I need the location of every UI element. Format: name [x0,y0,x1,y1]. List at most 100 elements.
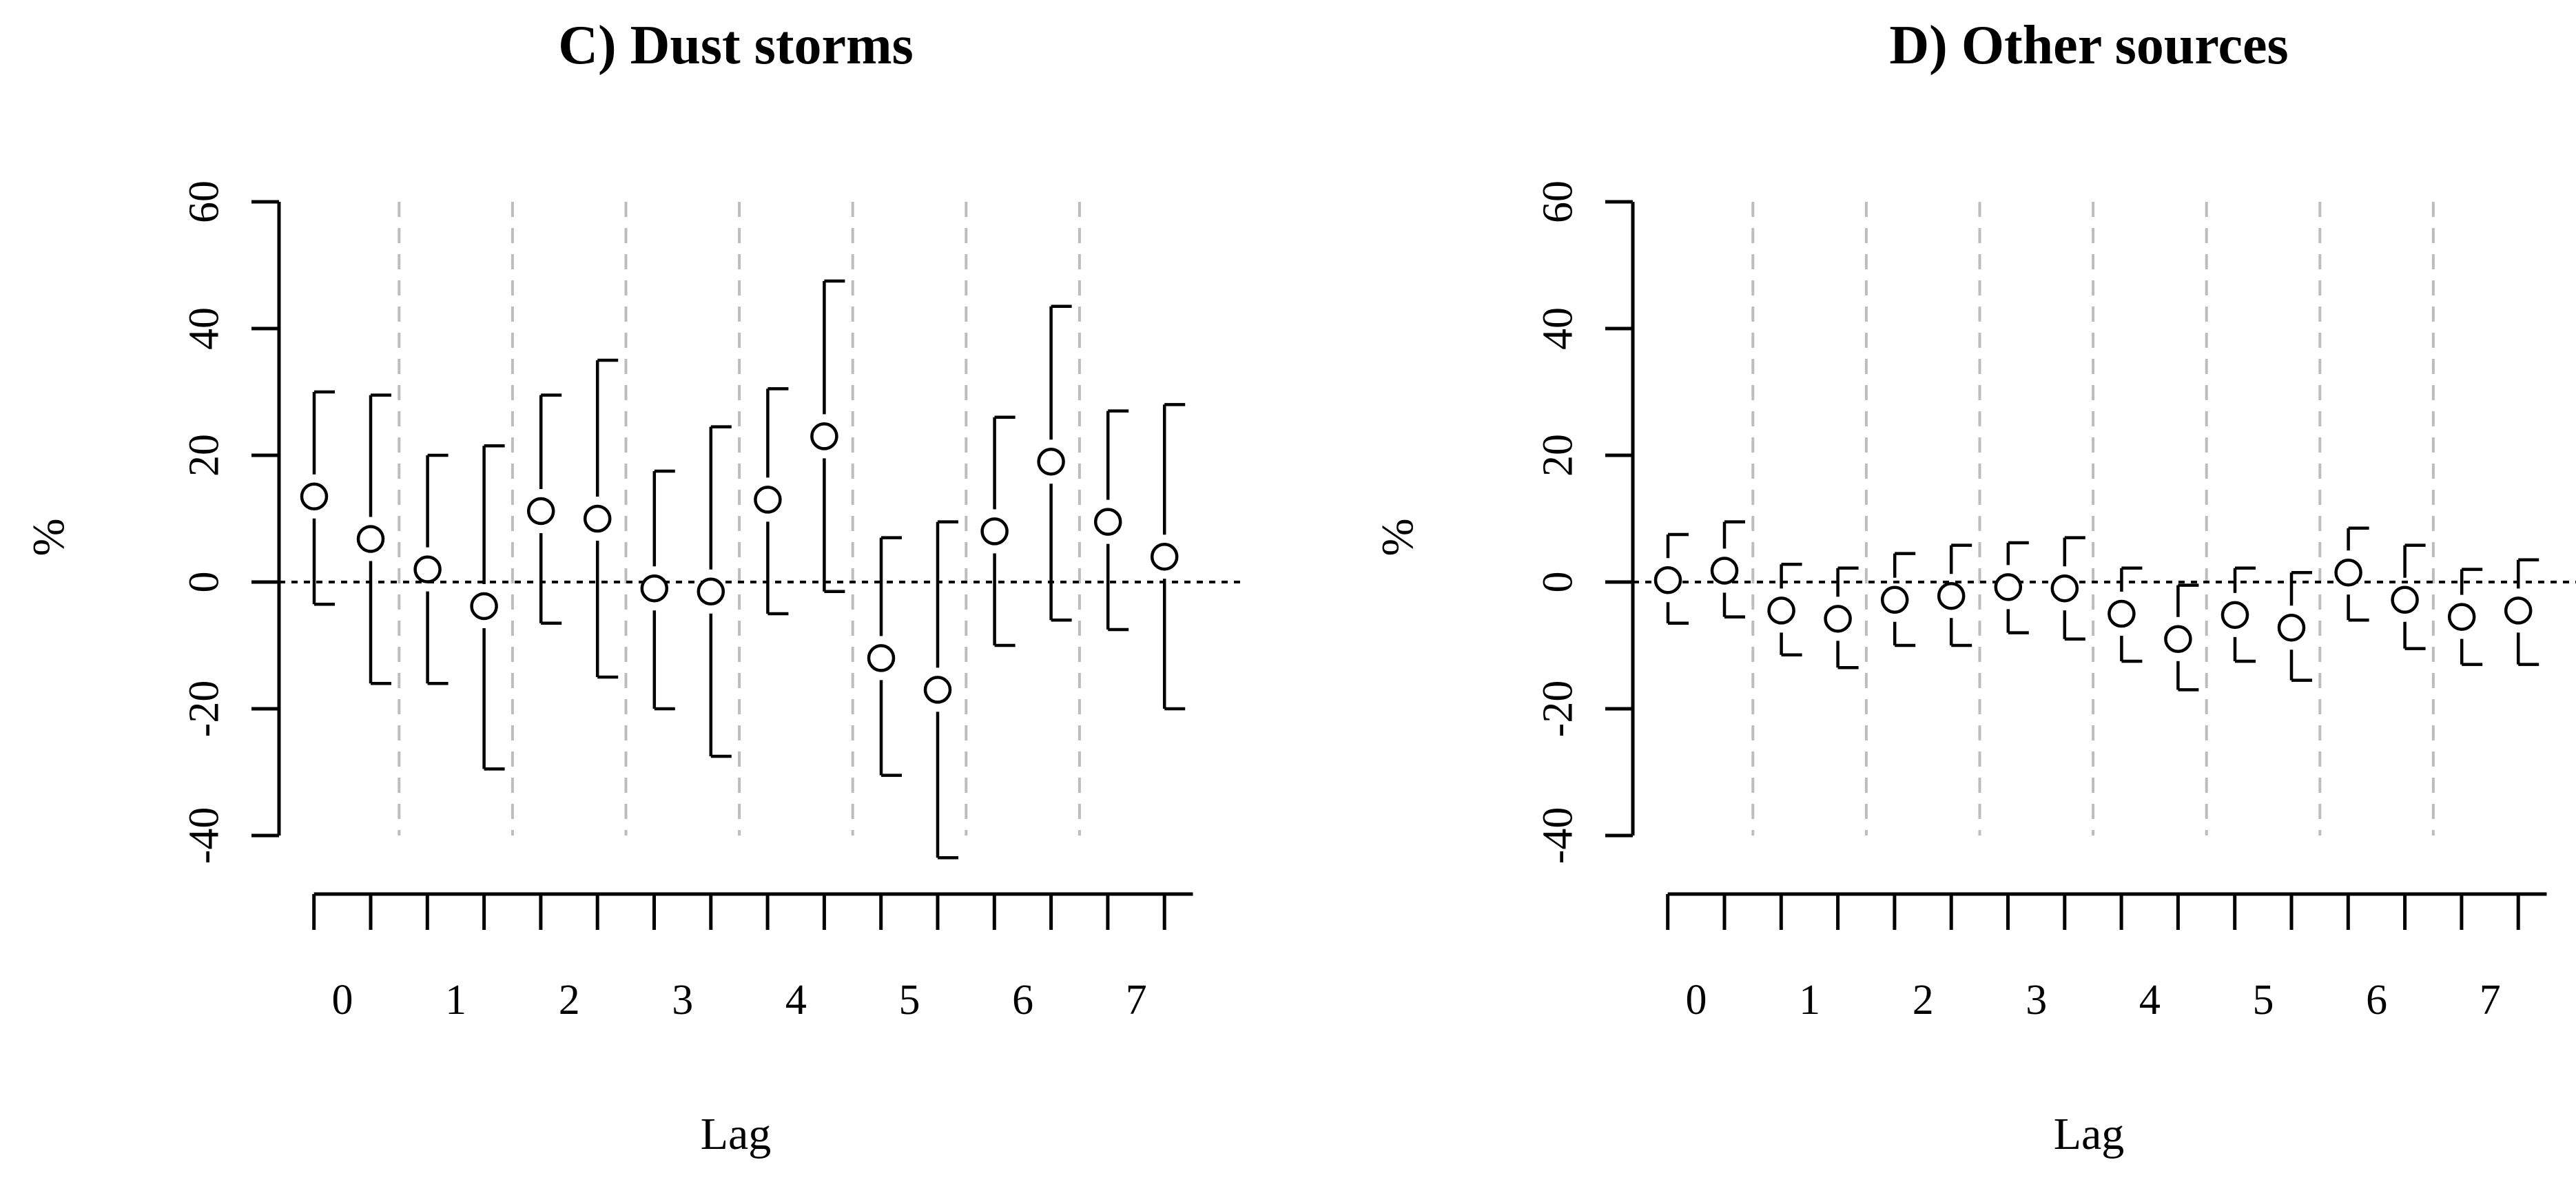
y-tick-label: 20 [181,434,228,477]
estimate-point [1824,605,1852,633]
x-axis-label: Lag [701,1109,772,1159]
ci-bar [1949,543,1972,647]
panel-title: C) Dust storms [558,15,914,76]
ci-bar [823,279,845,594]
estimate-point [754,486,782,514]
y-tick-label: 60 [181,180,228,223]
estimate-point [2504,596,2533,625]
lag-label: 6 [1012,977,1033,1024]
estimate-point [470,592,498,621]
estimate-point [980,517,1009,546]
estimate-point [300,482,329,511]
ci-bar [1666,532,1689,625]
estimate-point [697,577,725,606]
ci-bar [2120,566,2143,663]
y-axis-label: % [23,519,74,557]
ci-bar [2516,558,2539,666]
estimate-point [2277,613,2306,642]
lag-label: 3 [2026,977,2047,1024]
panel-dust-storms: C) Dust storms % Lag -40 -20 0 20 40 60 0 1 2 3 4 5… [23,15,1241,1159]
estimate-point [1653,566,1682,594]
ci-bar [1780,562,1802,657]
lag-label: 2 [559,977,580,1024]
lag-label: 1 [445,977,466,1024]
ci-bar [709,425,732,758]
ci-bar [2403,543,2426,650]
ci-bar [2006,541,2029,634]
lag-label: 0 [332,977,353,1024]
ci-bar [1893,552,1916,647]
ci-bar [312,390,335,606]
lag-label: 7 [1126,977,1147,1024]
panel-title: D) Other sources [1889,15,2288,76]
estimate-point [867,644,896,672]
y-tick-label: -20 [181,681,228,738]
ci-bar [936,520,958,860]
estimate-point [2220,601,2249,630]
ci-bar [2460,568,2483,666]
y-tick-label: 40 [181,307,228,350]
estimate-point [1150,542,1179,571]
y-tick-label: -20 [1535,681,1582,738]
y-tick-label: 40 [1535,307,1582,350]
y-tick-label: 0 [181,572,228,593]
ci-bar [2347,526,2369,622]
estimate-point [2050,574,2079,603]
lag-label: 2 [1913,977,1934,1024]
estimate-point [1767,596,1795,625]
estimate-point [2108,599,2136,628]
lag-label: 1 [1799,977,1820,1024]
lag-label: 4 [2139,977,2161,1024]
estimate-point [1937,581,1966,610]
y-axis-label: % [1372,519,1423,557]
ci-bar [2176,583,2199,692]
ci-bar [1049,304,1072,622]
ci-bar [993,415,1016,647]
y-tick-label: -40 [181,807,228,864]
estimate-point [640,574,669,603]
lag-label: 3 [672,977,693,1024]
estimate-point [2334,558,2362,587]
y-tick-label: 60 [1535,180,1582,223]
ci-bar [1162,403,1186,711]
lag-label: 0 [1686,977,1707,1024]
estimate-point [2447,603,2476,631]
panel-other-sources: D) Other sources % Lag -40 -20 0 20 40 60 0 1 2 3… [1372,15,2576,1159]
estimate-point [2391,585,2419,614]
ci-bar [2233,566,2256,663]
ci-bar [2063,536,2085,641]
y-tick-label: -40 [1535,807,1582,864]
ci-bar [539,393,562,625]
estimate-point [2164,625,2192,654]
lag-label: 4 [785,977,807,1024]
estimate-point [1093,508,1122,536]
estimate-point [1994,573,2023,601]
estimate-point [923,676,952,704]
ci-bar [482,444,505,771]
estimate-point [413,555,442,583]
ci-bar [2289,570,2312,682]
lag-label: 7 [2480,977,2501,1024]
ci-bar [766,387,789,616]
estimate-point [583,504,612,533]
ci-bar [595,358,619,679]
ci-bar [426,453,449,685]
ci-bar [1836,566,1859,670]
ci-bar [879,536,902,777]
lag-label: 5 [2253,977,2274,1024]
estimate-point [1710,557,1739,585]
estimate-point [1880,585,1909,614]
x-axis-label: Lag [2054,1109,2125,1159]
lag-label: 6 [2366,977,2387,1024]
ci-bar [1722,520,1745,619]
ci-bar [1106,409,1129,632]
estimate-point [356,525,385,553]
ci-bar [652,469,675,711]
lag-label: 5 [899,977,920,1024]
estimate-point [1037,447,1065,476]
estimate-point [526,497,555,526]
y-tick-label: 0 [1535,572,1582,593]
y-tick-label: 20 [1535,434,1582,477]
ci-bar [369,393,391,685]
